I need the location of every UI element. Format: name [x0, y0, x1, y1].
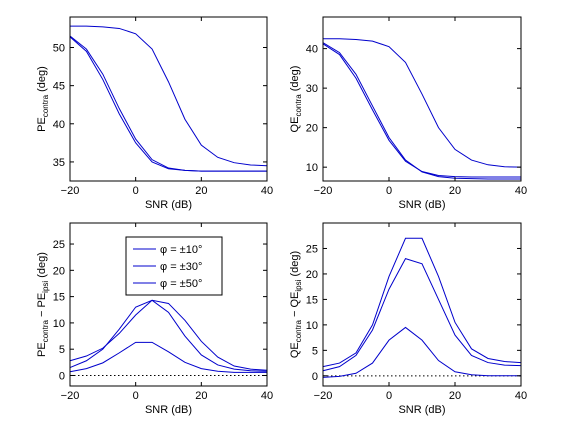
y-tick-label: 45 [53, 81, 65, 93]
y-label-main: (deg) [36, 66, 48, 92]
legend: φ = ±10° φ = ±30° φ = ±50° [125, 236, 223, 296]
axes-frame [69, 222, 268, 387]
series-line-2 [69, 299, 268, 372]
x-tick-label: −20 [61, 390, 80, 402]
y-label-main: (deg) [289, 251, 301, 277]
series-line-3 [322, 237, 522, 368]
series-line-1 [70, 25, 268, 167]
x-tick-label: −20 [314, 185, 333, 197]
y-tick-label: 50 [53, 43, 65, 55]
x-tick-label: 40 [261, 390, 273, 402]
x-tick-label: 40 [515, 390, 527, 402]
y-axis-label: QEcontra (deg) [289, 66, 303, 133]
x-axis-label: SNR (dB) [398, 199, 445, 211]
y-label-main: − QE [289, 292, 301, 320]
axes-frame [69, 16, 268, 182]
y-label-main: (deg) [289, 66, 301, 92]
series-line-1 [69, 341, 267, 373]
x-tick-label: 0 [133, 185, 139, 197]
y-tick-label: 20 [306, 269, 318, 281]
series-line-2 [69, 35, 267, 172]
series-line-1 [323, 38, 522, 168]
y-label-subscript: contra [41, 94, 50, 117]
subplot-pe-contra: −20 0 20 40 35 40 45 50 SNR (dB) PEcontra (deg) [36, 16, 273, 211]
y-tick-label: 5 [312, 345, 318, 357]
y-label-main: QE [289, 342, 301, 358]
x-tick-label: −20 [314, 390, 333, 402]
y-tick-label: 40 [53, 119, 65, 131]
x-tick-label: 40 [261, 185, 273, 197]
y-label-main: − PE [36, 293, 48, 320]
legend-entry-label: φ = ±30° [160, 261, 202, 273]
y-label-subscript: ipsi [41, 281, 50, 293]
x-axis-label: SNR (dB) [145, 404, 192, 416]
x-tick-label: 20 [449, 390, 461, 402]
y-tick-label: 40 [306, 44, 318, 56]
series-line-3 [69, 36, 267, 172]
y-label-subscript: ipsi [294, 279, 303, 291]
y-tick-label: 15 [306, 294, 318, 306]
series-line-1 [322, 326, 521, 378]
y-tick-label: 15 [53, 292, 65, 304]
series-line-2 [322, 42, 521, 180]
y-label-main: PE [36, 342, 48, 357]
y-tick-label: 35 [53, 157, 65, 169]
subplot-qe-difference: −20 0 20 40 0 5 10 15 20 25 SNR (dB) QEcontra − QEi… [289, 222, 527, 416]
series-line-3 [69, 299, 268, 371]
subplot-pe-difference: −20 0 20 40 0 5 10 15 20 25 SNR (dB) PEcontra − PEi… [36, 222, 273, 416]
y-tick-label: 30 [306, 83, 318, 95]
y-tick-label: 0 [312, 371, 318, 383]
x-tick-label: 0 [386, 390, 392, 402]
legend-entry-label: φ = ±10° [160, 244, 202, 256]
y-tick-label: 10 [306, 320, 318, 332]
y-tick-label: 0 [59, 370, 65, 382]
y-axis-label: QEcontra − QEipsi (deg) [289, 251, 303, 358]
y-tick-label: 25 [306, 243, 318, 255]
y-label-subscript: contra [294, 94, 303, 117]
x-tick-label: 40 [515, 185, 527, 197]
y-axis-label: PEcontra (deg) [36, 66, 50, 132]
y-tick-label: 10 [306, 162, 318, 174]
y-axis-label: PEcontra − PEipsi (deg) [36, 252, 50, 357]
x-tick-label: 20 [195, 185, 207, 197]
subplot-qe-contra: −20 0 20 40 10 20 30 40 SNR (dB) QEcontra (deg) [289, 16, 527, 211]
y-tick-label: 25 [53, 239, 65, 251]
x-tick-label: −20 [61, 185, 80, 197]
y-label-main: (deg) [36, 252, 48, 278]
y-label-subscript: contra [41, 319, 50, 342]
x-axis-label: SNR (dB) [145, 199, 192, 211]
y-tick-label: 5 [59, 344, 65, 356]
y-label-main: QE [289, 117, 301, 133]
x-axis-label: SNR (dB) [398, 404, 445, 416]
y-tick-label: 10 [53, 318, 65, 330]
y-tick-label: 20 [53, 265, 65, 277]
axes-frame [322, 222, 522, 387]
y-label-subscript: contra [294, 319, 303, 342]
y-tick-label: 20 [306, 123, 318, 135]
x-tick-label: 0 [386, 185, 392, 197]
x-tick-label: 0 [133, 390, 139, 402]
series-line-2 [322, 258, 522, 372]
series-line-3 [322, 43, 521, 178]
legend-entry-label: φ = ±50° [160, 278, 202, 290]
axes-frame [322, 16, 522, 182]
y-label-main: PE [36, 117, 48, 132]
x-tick-label: 20 [195, 390, 207, 402]
x-tick-label: 20 [449, 185, 461, 197]
